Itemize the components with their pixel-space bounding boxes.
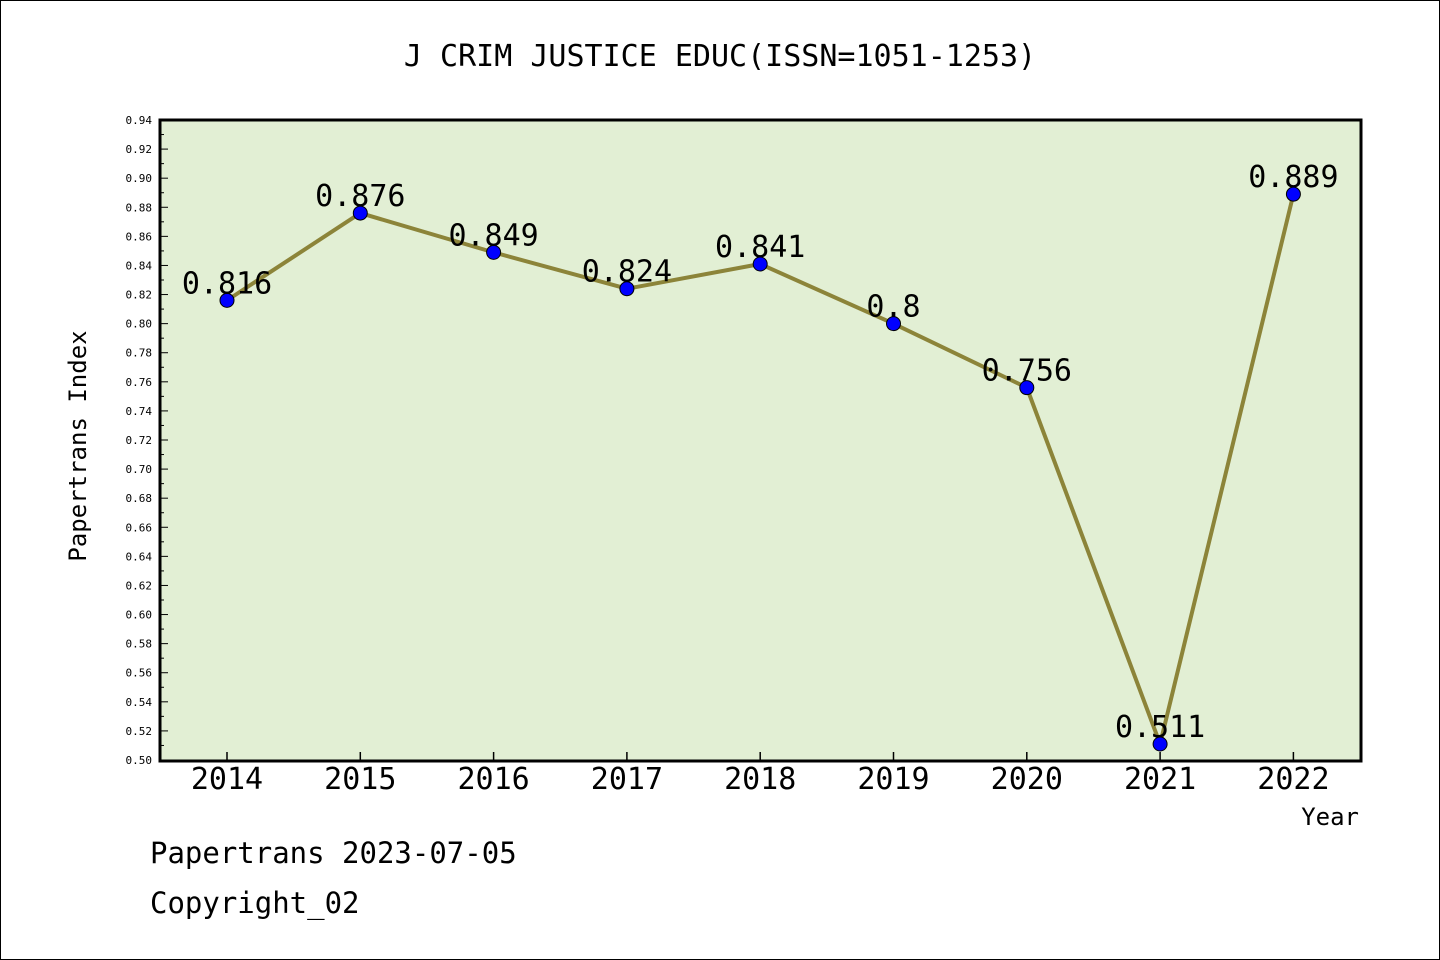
x-tick-label: 2018 (724, 762, 796, 797)
data-label: 0.841 (715, 230, 805, 265)
y-tick-label: 0.90 (126, 172, 153, 185)
y-tick-label: 0.64 (126, 550, 153, 563)
plot-area (158, 118, 1363, 763)
y-tick-label: 0.86 (126, 230, 153, 243)
y-tick-label: 0.88 (126, 201, 153, 214)
data-point (1152, 736, 1168, 752)
data-label: 0.824 (582, 255, 672, 290)
y-tick-label: 0.70 (126, 463, 153, 476)
data-label: 0.849 (448, 218, 538, 253)
y-tick-label: 0.52 (126, 725, 153, 738)
data-point (1019, 380, 1035, 396)
x-tick-label: 2022 (1257, 762, 1329, 797)
y-tick-label: 0.80 (126, 318, 153, 331)
data-label: 0.889 (1248, 160, 1338, 195)
footer-copyright: Copyright_02 (150, 886, 360, 920)
data-point (352, 205, 368, 221)
y-tick-label: 0.78 (126, 347, 153, 360)
y-tick-label: 0.54 (126, 696, 153, 709)
data-point (886, 316, 901, 332)
y-tick-label: 0.92 (126, 143, 153, 156)
y-axis: 0.50 0.52 0.54 0.56 0.58 0.60 0.62 0.64 0.66 0.68… (126, 114, 168, 767)
x-tick-label: 2020 (991, 762, 1063, 797)
x-tick-label: 2014 (191, 762, 263, 797)
y-tick-label: 0.50 (126, 754, 153, 767)
data-point (219, 292, 235, 308)
data-point (1285, 186, 1301, 202)
x-tick-label: 2015 (324, 762, 396, 797)
x-tick-label: 2017 (591, 762, 663, 797)
data-point (752, 256, 768, 272)
y-axis-label: Papertrans Index (64, 330, 92, 561)
y-tick-label: 0.76 (126, 376, 153, 389)
data-label: 0.756 (982, 354, 1072, 389)
y-tick-label: 0.72 (126, 434, 153, 447)
data-point (486, 244, 502, 260)
data-label: 0.876 (315, 179, 405, 214)
y-tick-label: 0.68 (126, 492, 153, 505)
x-axis: 2014 2015 2016 2017 2018 2019 2020 2021 2022 (191, 752, 1330, 797)
y-tick-label: 0.56 (126, 667, 153, 680)
x-tick-label: 2019 (857, 762, 929, 797)
data-point (619, 281, 635, 297)
y-tick-label: 0.58 (126, 638, 153, 651)
y-tick-label: 0.66 (126, 521, 153, 534)
series-line (219, 186, 1301, 752)
data-labels: 0.816 0.876 0.849 0.824 0.841 0.8 0.756 0.511 0.… (182, 160, 1339, 745)
data-label: 0.511 (1115, 710, 1205, 745)
x-axis-label: Year (1301, 803, 1359, 831)
chart-title: J CRIM JUSTICE EDUC(ISSN=1051-1253) (404, 39, 1036, 74)
x-tick-label: 2021 (1124, 762, 1196, 797)
x-tick-label: 2016 (457, 762, 529, 797)
y-tick-label: 0.62 (126, 579, 153, 592)
data-label: 0.8 (866, 290, 920, 325)
y-tick-label: 0.74 (126, 405, 153, 418)
y-tick-label: 0.82 (126, 289, 153, 302)
y-tick-label: 0.94 (126, 114, 153, 127)
y-tick-label: 0.60 (126, 609, 153, 622)
data-label: 0.816 (182, 266, 272, 301)
y-tick-label: 0.84 (126, 259, 153, 272)
footer-date: Papertrans 2023-07-05 (150, 836, 517, 870)
